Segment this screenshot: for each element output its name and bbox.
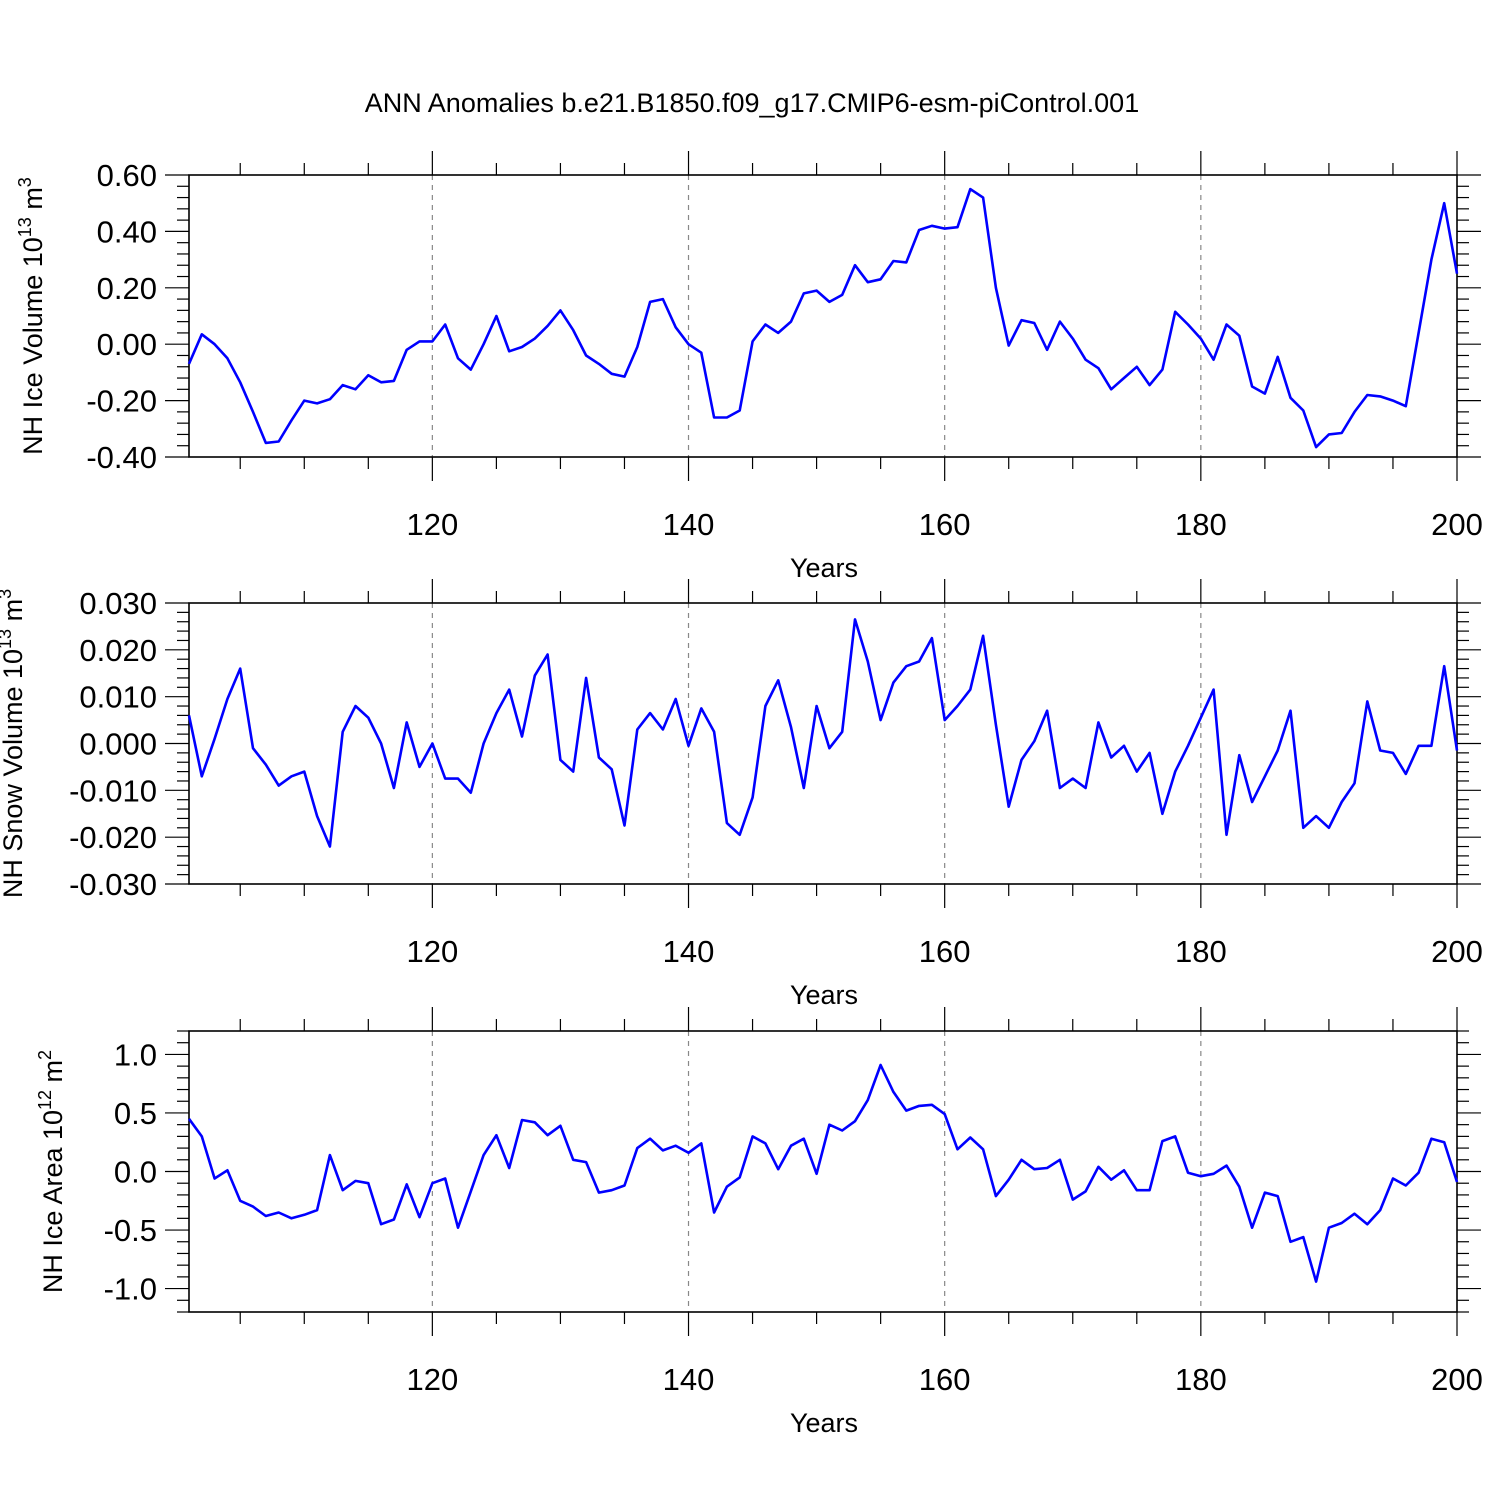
series-line	[187, 1063, 1459, 1283]
x-tick-label: 120	[406, 507, 458, 542]
x-tick-label: 180	[1175, 1362, 1227, 1397]
y-tick-label: 0.0	[114, 1155, 157, 1190]
y-tick-label: -0.020	[69, 820, 157, 855]
y-tick-label: 0.000	[79, 727, 157, 762]
y-tick-label: -0.40	[86, 440, 157, 475]
y-axis-label: NH Ice Area 1012 m2	[35, 1050, 68, 1293]
x-tick-label: 140	[663, 1362, 715, 1397]
y-tick-label: 0.60	[97, 158, 157, 193]
x-tick-label: 140	[663, 934, 715, 969]
y-tick-label: 1.0	[114, 1037, 157, 1072]
y-tick-label: 0.010	[79, 680, 157, 715]
x-axis-label: Years	[790, 1408, 858, 1438]
y-tick-label: 0.00	[97, 327, 157, 362]
chart-panel-3: -1.0 -0.5 0.0 0.5 1.0 120 140 160 180 200 Years NH …	[35, 1007, 1483, 1438]
x-tick-label: 160	[919, 1362, 971, 1397]
series-line	[187, 187, 1459, 449]
y-tick-label: 0.40	[97, 214, 157, 249]
x-axis-label: Years	[790, 553, 858, 583]
y-tick-label: -1.0	[104, 1272, 157, 1307]
y-tick-label: 0.5	[114, 1096, 157, 1131]
chart-panels: -0.40 -0.20 0.00 0.20 0.40 0.60 120 140 160 180 20…	[0, 151, 1483, 1438]
x-tick-label: 140	[663, 507, 715, 542]
plot-frame	[188, 174, 1458, 458]
y-axis-label: NH Ice Volume 1013 m3	[15, 177, 48, 455]
figure-title: ANN Anomalies b.e21.B1850.f09_g17.CMIP6-…	[365, 88, 1139, 118]
x-tick-label: 120	[406, 1362, 458, 1397]
y-tick-label: 0.20	[97, 271, 157, 306]
y-tick-label: 0.020	[79, 633, 157, 668]
x-tick-label: 200	[1431, 507, 1483, 542]
y-tick-label: 0.030	[79, 586, 157, 621]
y-tick-label: -0.010	[69, 773, 157, 808]
y-axis-label: NH Snow Volume 1013 m3	[0, 589, 28, 898]
chart-panel-1: -0.40 -0.20 0.00 0.20 0.40 0.60 120 140 160 180 20…	[15, 151, 1483, 583]
x-tick-label: 120	[406, 934, 458, 969]
x-tick-label: 160	[919, 507, 971, 542]
chart-panel-2: -0.030 -0.020 -0.010 0.000 0.010 0.020 0.030 12…	[0, 579, 1483, 1010]
x-tick-label: 200	[1431, 934, 1483, 969]
y-tick-label: -0.030	[69, 867, 157, 902]
x-tick-label: 200	[1431, 1362, 1483, 1397]
y-tick-label: -0.20	[86, 384, 157, 419]
x-tick-label: 180	[1175, 507, 1227, 542]
series-line	[187, 618, 1459, 848]
x-tick-label: 180	[1175, 934, 1227, 969]
y-tick-label: -0.5	[104, 1213, 157, 1248]
plot-frame	[188, 1030, 1458, 1313]
x-axis-label: Years	[790, 980, 858, 1010]
x-tick-label: 160	[919, 934, 971, 969]
